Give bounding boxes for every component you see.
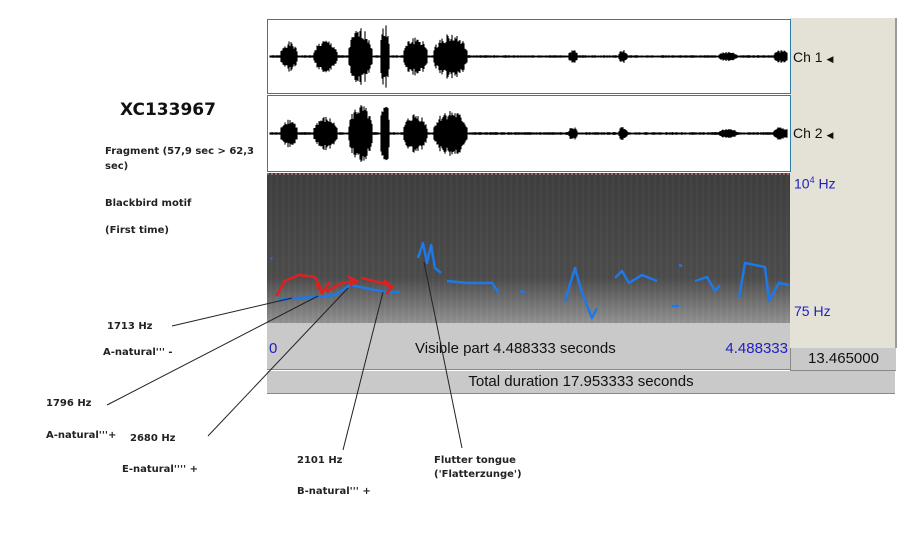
speaker-icon[interactable]: ◀ — [826, 54, 834, 64]
remaining-time-bar[interactable]: 13.465000 — [790, 348, 896, 371]
annotation-note: A-natural''' - — [103, 347, 173, 358]
channel-2-waveform[interactable] — [267, 95, 791, 172]
spectrogram[interactable] — [266, 173, 790, 323]
hand-drawn-arrow — [275, 273, 324, 297]
annotation-freq: Flutter tongue — [434, 455, 516, 466]
occurrence-note: (First time) — [105, 225, 169, 236]
pitch-contour — [737, 261, 790, 303]
visible-start: 0 — [269, 340, 278, 357]
spectrogram-min-label: 75 Hz — [794, 303, 831, 319]
annotation-note: A-natural'''+ — [46, 430, 117, 441]
channel-1-label[interactable]: Ch 1 ◀ — [793, 49, 834, 65]
channel-1-waveform[interactable] — [267, 19, 791, 94]
pitch-contour — [614, 269, 658, 285]
annotation-note: E-natural'''' + — [122, 464, 198, 475]
speaker-icon[interactable]: ◀ — [826, 130, 834, 140]
waveform-trace — [269, 105, 788, 162]
pitch-contour — [270, 257, 273, 260]
total-duration-bar[interactable]: Total duration 17.953333 seconds — [267, 371, 895, 394]
visible-part-label: Visible part 4.488333 seconds — [415, 340, 616, 357]
pitch-contour — [678, 263, 683, 268]
fragment-note-cont: sec) — [105, 161, 129, 172]
annotation-note: B-natural''' + — [297, 486, 371, 497]
annotation-freq: 1796 Hz — [46, 398, 92, 409]
spectrogram-max-label: 104 Hz — [794, 175, 836, 192]
spectrogram-background — [267, 173, 790, 323]
motif-note: Blackbird motif — [105, 198, 192, 209]
right-panel — [790, 18, 897, 348]
visible-end: 4.488333 — [725, 340, 788, 357]
channel-2-label[interactable]: Ch 2 ◀ — [793, 125, 834, 141]
fragment-note: Fragment (57,9 sec > 62,3 — [105, 146, 255, 157]
pitch-contour — [519, 289, 526, 295]
recording-id: XC133967 — [120, 100, 216, 120]
pitch-contour — [563, 266, 599, 320]
annotation-note: ('Flatterzunge') — [434, 469, 522, 480]
hand-drawn-arrow — [347, 275, 360, 287]
annotation-freq: 2101 Hz — [297, 455, 343, 466]
waveform-trace — [269, 25, 788, 88]
annotation-freq: 1713 Hz — [107, 321, 153, 332]
hand-drawn-arrow — [383, 279, 394, 295]
pitch-contour — [694, 275, 721, 293]
visible-part-bar[interactable]: 0 Visible part 4.488333 seconds 4.488333 — [267, 323, 790, 370]
annotation-freq: 2680 Hz — [130, 433, 176, 444]
